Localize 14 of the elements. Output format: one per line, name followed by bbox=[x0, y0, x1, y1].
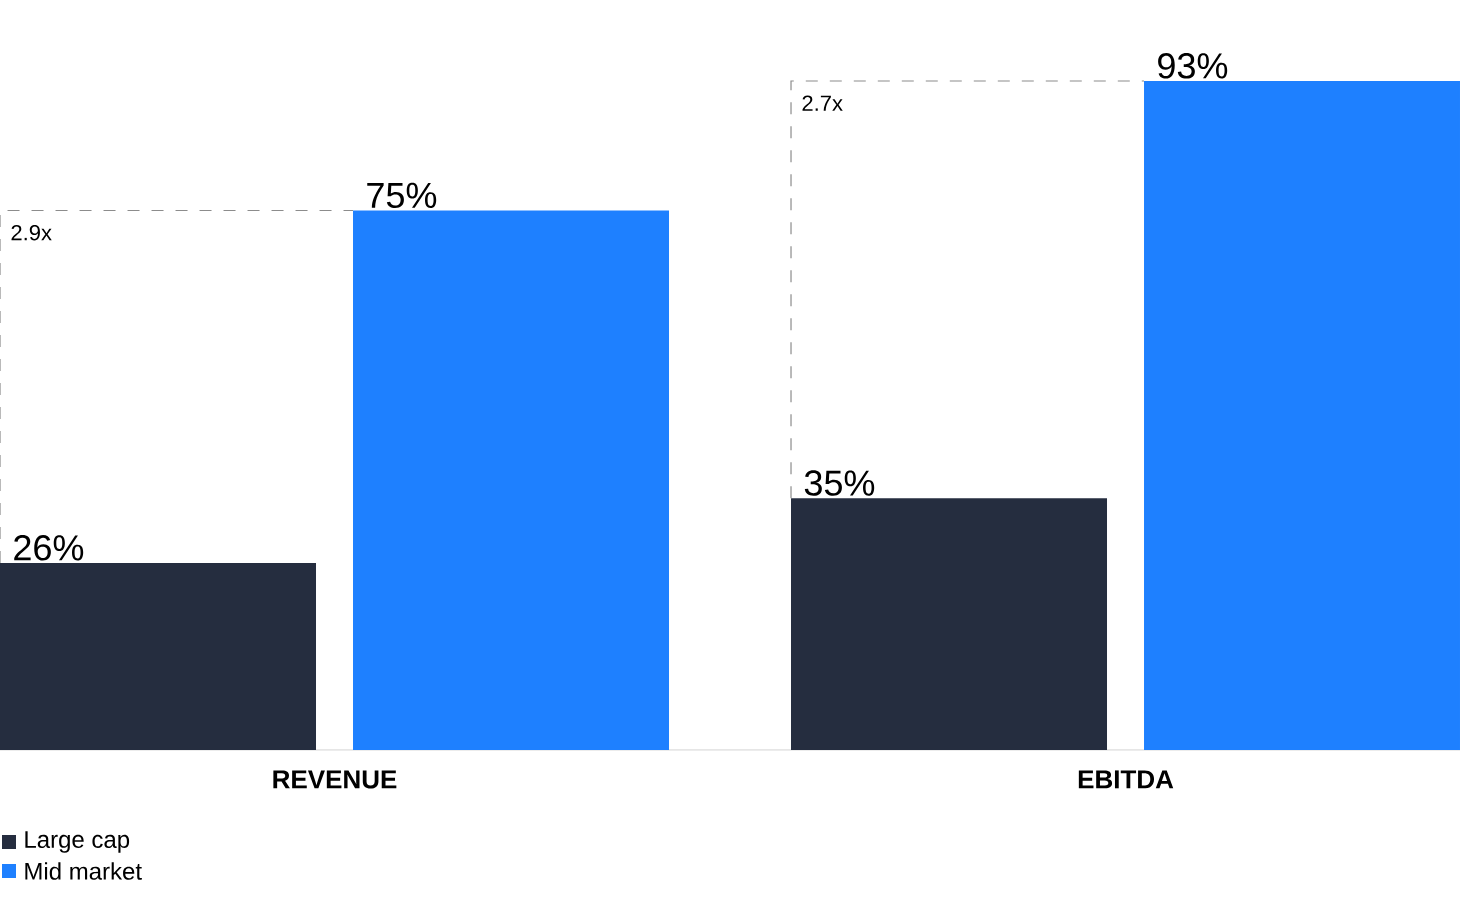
bar bbox=[0, 562, 317, 750]
annotation: 2.9x bbox=[11, 224, 52, 241]
legend-label: Large cap bbox=[25, 831, 130, 853]
annotation: 2.7x bbox=[802, 95, 843, 111]
data-label: 26% bbox=[14, 535, 84, 561]
legend-label: Mid market bbox=[25, 862, 142, 880]
bar bbox=[353, 210, 670, 750]
data-label: 35% bbox=[804, 470, 875, 496]
data-label: 93% bbox=[1158, 53, 1228, 79]
bar bbox=[1144, 81, 1460, 750]
data-label: 75% bbox=[367, 182, 437, 209]
bar bbox=[791, 498, 1108, 750]
x-tick-label: EBITDA bbox=[1078, 770, 1174, 789]
x-tick-label: REVENUE bbox=[273, 770, 397, 789]
